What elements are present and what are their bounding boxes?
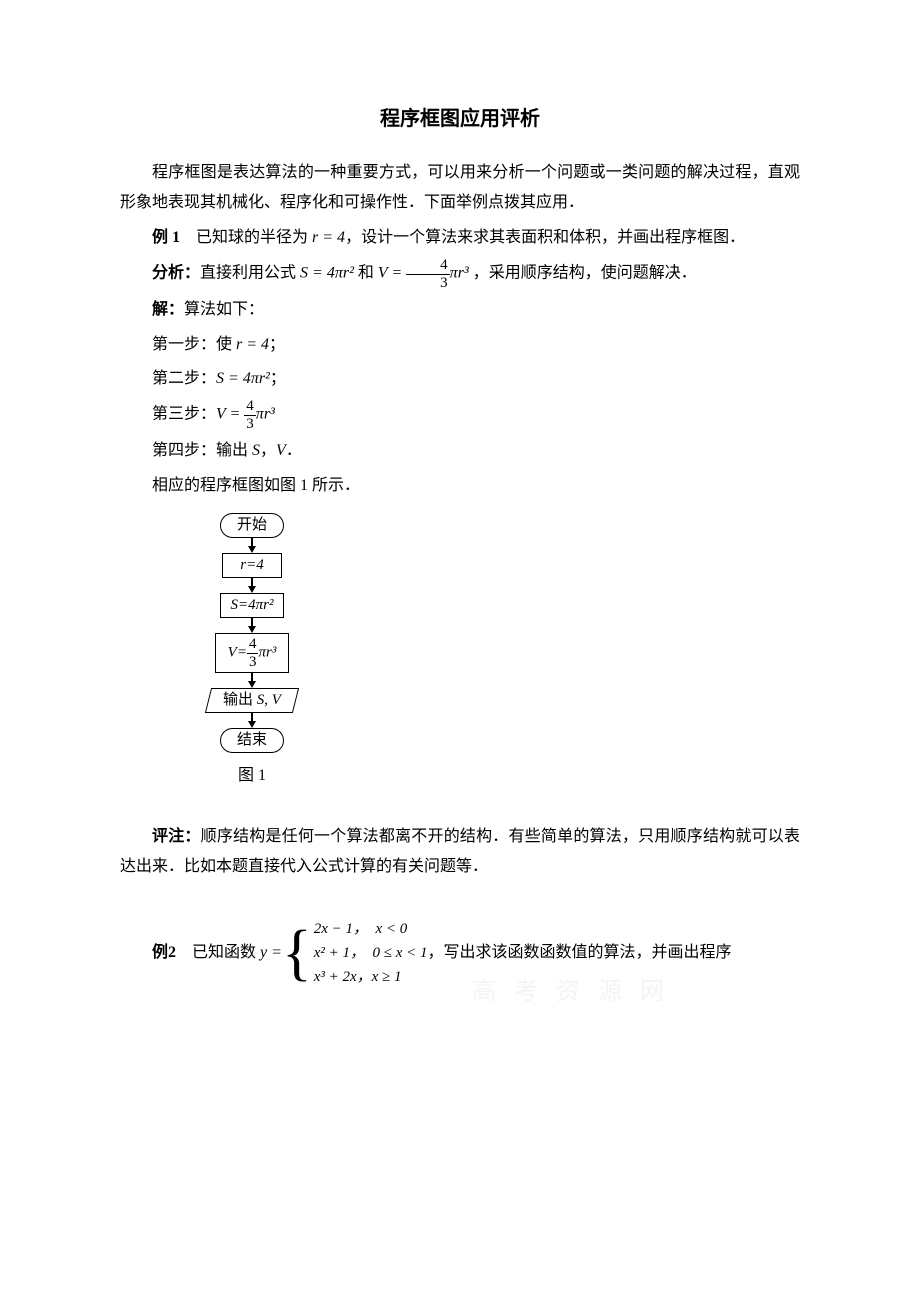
comment-text: 顺序结构是任何一个算法都离不开的结构．有些简单的算法，只用顺序结构就可以表达出来… xyxy=(120,828,800,875)
solve-text: 算法如下： xyxy=(184,301,264,318)
flow-out-V: V xyxy=(272,692,281,708)
frac-num: 4 xyxy=(247,636,259,654)
step4-prefix: 第四步：输出 xyxy=(152,442,252,459)
case-2: x² + 1， 0 ≤ x < 1 xyxy=(314,941,428,965)
solve-label: 解： xyxy=(152,301,184,318)
example1-r-eq: r = 4 xyxy=(312,229,345,246)
flow-out-comma: , xyxy=(264,692,272,708)
flow-arrow xyxy=(248,538,256,553)
example1-text-2: ，设计一个算法来求其表面积和体积，并画出程序框图． xyxy=(345,229,745,246)
flow-V-frac: 43 xyxy=(247,636,259,670)
flow-r-text: r=4 xyxy=(240,557,263,573)
step2-suffix: ； xyxy=(270,370,286,387)
step4-comma: ， xyxy=(260,442,276,459)
frac-den: 3 xyxy=(406,275,450,292)
flow-out-prefix: 输出 xyxy=(223,692,257,708)
example1-text-1: 已知球的半径为 xyxy=(180,229,308,246)
frac-den: 3 xyxy=(244,416,256,433)
analysis-label: 分析： xyxy=(152,265,200,282)
comment-label: 评注： xyxy=(152,828,201,845)
flow-arrow xyxy=(248,673,256,688)
flow-arrow xyxy=(248,578,256,593)
frac-num: 4 xyxy=(406,257,450,275)
flow-S-text: S=4πr² xyxy=(231,597,274,613)
figure-caption: 图 1 xyxy=(152,761,352,791)
flow-output: 输出 S, V xyxy=(205,688,299,713)
analysis-text-1: 直接利用公式 xyxy=(200,265,296,282)
analysis-V-frac: 43 xyxy=(406,257,450,291)
example1-label: 例 1 xyxy=(152,229,180,246)
analysis-V-eq: V = xyxy=(378,265,406,282)
flow-start: 开始 xyxy=(220,513,284,538)
frac-num: 4 xyxy=(244,398,256,416)
case-1: 2x − 1， x < 0 xyxy=(314,917,428,941)
piecewise-function: { 2x − 1， x < 0 x² + 1， 0 ≤ x < 1 x³ + 2… xyxy=(282,917,428,989)
page-title: 程序框图应用评析 xyxy=(120,100,800,138)
step1: 第一步：使 r = 4； xyxy=(152,330,800,360)
step3: 第三步：V = 43πr³ xyxy=(152,398,800,432)
flow-step-V: V=43πr³ xyxy=(215,633,290,673)
example2-statement: 例2 已知函数 y = { 2x − 1， x < 0 x² + 1， 0 ≤ … xyxy=(120,917,800,989)
example2-label: 例2 xyxy=(152,944,176,961)
step4-S: S xyxy=(252,442,260,459)
case-3: x³ + 2x，x ≥ 1 xyxy=(314,965,428,989)
flow-arrow xyxy=(248,618,256,633)
flow-arrow xyxy=(248,713,256,728)
step3-V: V = xyxy=(216,406,244,423)
comment-paragraph: 评注：顺序结构是任何一个算法都离不开的结构．有些简单的算法，只用顺序结构就可以表… xyxy=(120,822,800,883)
flow-step-r: r=4 xyxy=(222,553,282,578)
flow-intro: 相应的程序框图如图 1 所示． xyxy=(152,471,800,501)
analysis-V-tail: πr³ xyxy=(450,265,469,282)
step4-suffix: ． xyxy=(286,442,302,459)
flow-V-eq: V= xyxy=(228,645,247,661)
step4: 第四步：输出 S，V． xyxy=(152,436,800,466)
step1-prefix: 第一步：使 xyxy=(152,336,236,353)
analysis-and: 和 xyxy=(354,265,378,282)
left-brace-icon: { xyxy=(282,922,312,984)
step3-frac: 43 xyxy=(244,398,256,432)
step3-tail: πr³ xyxy=(256,406,275,423)
example1-statement: 例 1 已知球的半径为 r = 4，设计一个算法来求其表面积和体积，并画出程序框… xyxy=(120,223,800,253)
step1-math: r = 4 xyxy=(236,336,269,353)
step2: 第二步：S = 4πr²； xyxy=(152,364,800,394)
flowchart-figure-1: 开始 r=4 S=4πr² V=43πr³ 输出 S, V 结束 xyxy=(152,513,352,753)
flow-end: 结束 xyxy=(220,728,284,753)
step4-V: V xyxy=(276,442,286,459)
example2-suffix: ，写出求该函数函数值的算法，并画出程序 xyxy=(428,938,732,968)
example2-prefix: 已知函数 xyxy=(176,944,260,961)
step2-math: S = 4πr² xyxy=(216,370,270,387)
flow-V-tail: πr³ xyxy=(258,645,276,661)
analysis-text-2: ，采用顺序结构，使问题解决． xyxy=(469,265,697,282)
step2-prefix: 第二步： xyxy=(152,370,216,387)
frac-den: 3 xyxy=(247,654,259,671)
step3-prefix: 第三步： xyxy=(152,406,216,423)
intro-paragraph: 程序框图是表达算法的一种重要方式，可以用来分析一个问题或一类问题的解决过程，直观… xyxy=(120,158,800,219)
example2-y-eq: y = xyxy=(260,944,282,961)
analysis-paragraph: 分析：直接利用公式 S = 4πr² 和 V = 43πr³ ，采用顺序结构，使… xyxy=(120,257,800,291)
step1-suffix: ； xyxy=(269,336,285,353)
analysis-S-formula: S = 4πr² xyxy=(300,265,354,282)
flow-step-S: S=4πr² xyxy=(220,593,285,618)
solve-paragraph: 解：算法如下： xyxy=(120,295,800,325)
